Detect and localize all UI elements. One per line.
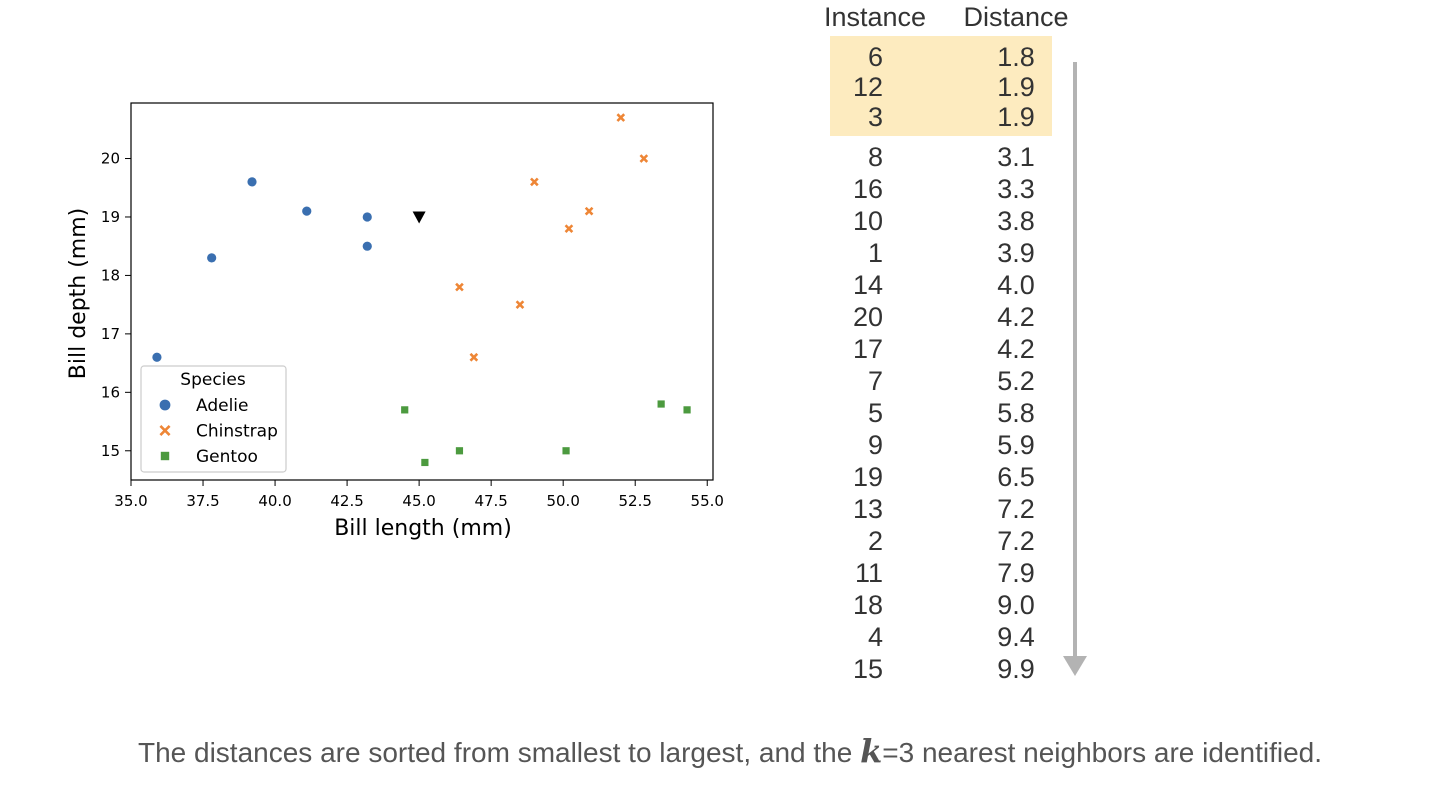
x-tick-label: 42.5	[330, 492, 363, 510]
instance-cell: 12	[853, 72, 883, 102]
y-tick-label: 17	[101, 325, 120, 343]
instance-cell: 14	[853, 270, 883, 300]
instance-cell: 8	[868, 142, 883, 172]
distance-cell: 5.9	[997, 430, 1035, 460]
data-point-chinstrap	[515, 300, 525, 309]
x-axis-label: Bill length (mm)	[334, 516, 512, 541]
data-point-chinstrap	[616, 113, 626, 122]
distance-cell: 3.1	[997, 142, 1035, 172]
x-tick-label: 50.0	[546, 492, 579, 510]
instance-cell: 11	[855, 558, 883, 588]
legend-title: Species	[180, 370, 246, 390]
distance-cell: 7.9	[997, 558, 1035, 588]
column-header-instance: Instance	[824, 2, 926, 32]
distance-cell: 4.2	[997, 302, 1035, 332]
instance-cell: 10	[853, 206, 883, 236]
instance-cell: 13	[853, 494, 883, 524]
data-point-adelie	[302, 206, 312, 216]
column-header-distance: Distance	[963, 2, 1068, 32]
scatter-plot: 35.0 37.5 40.0 42.5 45.0 47.5 50.0 52.5 55.0 15 16…	[66, 102, 724, 541]
instance-cell: 18	[853, 590, 883, 620]
data-point-adelie	[207, 253, 217, 263]
distance-cell: 7.2	[997, 494, 1035, 524]
instance-cell: 2	[868, 526, 883, 556]
y-tick-label: 19	[101, 208, 120, 226]
data-point-chinstrap	[639, 154, 649, 163]
distance-cell: 4.0	[997, 270, 1035, 300]
data-point-gentoo	[562, 447, 570, 455]
distance-cell: 1.9	[997, 72, 1035, 102]
distance-cell: 7.2	[997, 526, 1035, 556]
distance-cell: 3.3	[997, 174, 1035, 204]
distance-cell: 5.2	[997, 366, 1035, 396]
instance-cell: 19	[853, 462, 883, 492]
instance-cell: 16	[853, 174, 883, 204]
sort-arrow-head	[1063, 656, 1087, 676]
distance-cell: 3.9	[997, 238, 1035, 268]
legend-entry-adelie: Adelie	[196, 396, 249, 416]
instance-cell: 20	[853, 302, 883, 332]
x-tick-label: 35.0	[114, 492, 147, 510]
y-tick-label: 16	[101, 383, 120, 401]
y-tick-label: 15	[101, 442, 120, 460]
x-tick-label: 37.5	[186, 492, 219, 510]
instance-cell: 7	[868, 366, 883, 396]
data-point-gentoo	[401, 406, 409, 414]
y-tick-label: 20	[101, 150, 120, 168]
x-tick-label: 47.5	[474, 492, 507, 510]
x-tick-label: 40.0	[258, 492, 291, 510]
distance-cell: 4.2	[997, 334, 1035, 364]
data-point-gentoo	[657, 400, 665, 408]
y-axis-label: Bill depth (mm)	[66, 208, 91, 379]
y-tick-label: 18	[101, 266, 120, 284]
nearest-neighbors-highlight	[830, 36, 1052, 136]
instance-cell: 4	[868, 622, 883, 652]
instance-cell: 1	[868, 238, 883, 268]
data-point-gentoo	[421, 458, 429, 467]
distance-cell: 9.0	[997, 590, 1035, 620]
instance-cell: 3	[868, 102, 883, 132]
instance-cell: 5	[868, 398, 883, 428]
distance-cell: 5.8	[997, 398, 1035, 428]
legend-marker-chinstrap	[159, 424, 171, 437]
instance-cell: 15	[853, 654, 883, 684]
data-point-chinstrap	[564, 224, 574, 233]
instance-cell: 6	[868, 42, 883, 72]
data-point-chinstrap	[469, 352, 479, 362]
plot-frame	[130, 102, 714, 481]
legend-box	[140, 365, 287, 473]
caption-before: The distances are sorted from smallest t…	[137, 737, 861, 768]
instance-cell: 9	[868, 430, 883, 460]
data-point-adelie	[247, 177, 257, 187]
data-point-gentoo	[683, 406, 691, 414]
legend-entry-gentoo: Gentoo	[196, 447, 258, 467]
legend-marker-gentoo	[160, 451, 170, 461]
distance-cell: 3.8	[997, 206, 1035, 236]
caption-after: =3 nearest neighbors are identified.	[882, 737, 1323, 768]
caption: The distances are sorted from smallest t…	[0, 732, 1440, 770]
x-tick-label: 45.0	[402, 492, 435, 510]
instance-cell: 17	[853, 334, 883, 364]
data-point-gentoo	[455, 447, 464, 455]
distance-cell: 9.4	[997, 622, 1035, 652]
x-tick-label: 55.0	[691, 492, 724, 510]
data-point-adelie	[362, 241, 372, 251]
data-point-chinstrap	[455, 282, 464, 292]
caption-k: k	[860, 732, 883, 770]
distance-cell: 1.9	[997, 102, 1035, 132]
data-point-chinstrap	[584, 206, 594, 216]
query-point	[412, 211, 426, 224]
data-point-adelie	[152, 352, 162, 362]
legend: Species Adelie Chinstrap Gentoo	[140, 365, 287, 473]
data-point-adelie	[362, 212, 372, 222]
data-point-chinstrap	[530, 177, 539, 187]
distance-cell: 1.8	[997, 42, 1035, 72]
legend-marker-adelie	[159, 399, 171, 411]
distance-cell: 9.9	[997, 654, 1035, 684]
x-tick-label: 52.5	[619, 492, 652, 510]
distance-cell: 6.5	[997, 462, 1035, 492]
legend-entry-chinstrap: Chinstrap	[196, 422, 278, 442]
